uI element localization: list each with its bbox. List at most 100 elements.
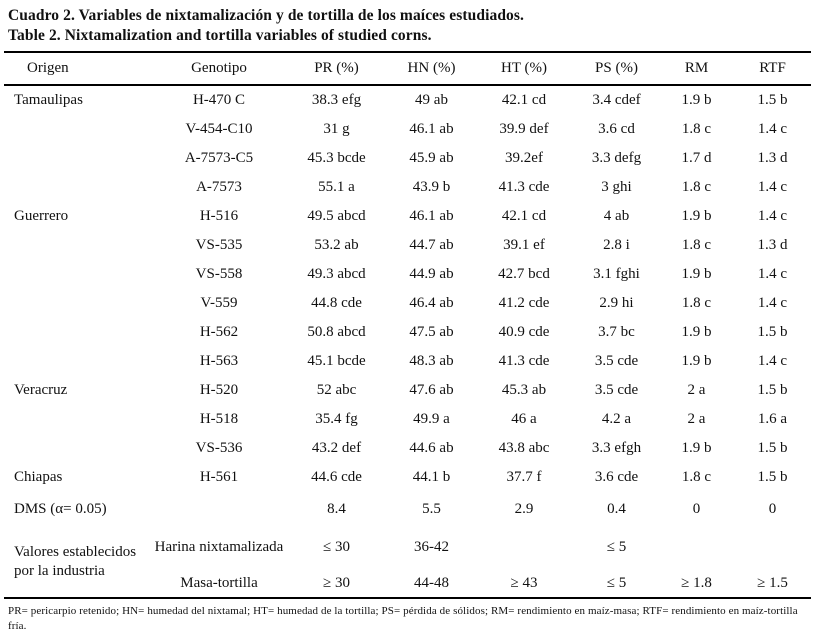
pr-cell: 49.5 abcd (307, 208, 366, 224)
ps-cell: 3.3 efgh (591, 440, 642, 456)
header-row: Origen Genotipo PR (%) HN (%) HT (%) PS … (4, 52, 811, 85)
origin-cell (4, 260, 154, 289)
table-row: H-562 50.8 abcd 47.5 ab 40.9 cde 3.7 bc … (4, 318, 811, 347)
header-hn: HN (%) (407, 60, 456, 76)
hn-cell: 36-42 (414, 539, 449, 555)
table-row: H-563 45.1 bcde 48.3 ab 41.3 cde 3.5 cde… (4, 347, 811, 376)
genotype-cell (154, 492, 284, 526)
ht-cell: 39.1 ef (503, 237, 545, 253)
hn-cell: 44.7 ab (409, 237, 454, 253)
table-footnote: PR= pericarpio retenido; HN= humedad del… (8, 605, 798, 632)
pr-cell: ≤ 30 (323, 539, 350, 555)
ps-cell: 3.6 cd (598, 121, 635, 137)
origin-cell (4, 405, 154, 434)
rm-cell: 1.8 c (681, 295, 712, 311)
table-row: Chiapas H-561 44.6 cde 44.1 b 37.7 f 3.6… (4, 463, 811, 492)
header-rtf: RTF (759, 60, 786, 76)
rm-cell: 1.9 b (681, 208, 712, 224)
ps-cell: 4.2 a (601, 411, 632, 427)
table-row: VS-558 49.3 abcd 44.9 ab 42.7 bcd 3.1 fg… (4, 260, 811, 289)
rm-cell: 1.8 c (681, 121, 712, 137)
hn-cell: 44-48 (414, 574, 449, 591)
ht-cell: 41.3 cde (498, 353, 550, 369)
hn-cell: 46.4 ab (409, 295, 454, 311)
pr-cell: 38.3 efg (311, 92, 362, 108)
ps-cell: 3.7 bc (598, 324, 635, 340)
ht-cell: 43.8 abc (498, 440, 550, 456)
rtf-cell: 1.4 c (757, 121, 788, 137)
pr-cell: 44.8 cde (311, 295, 362, 311)
genotype-cell: V-454-C10 (185, 121, 253, 137)
genotype-cell: Masa-tortilla (180, 574, 258, 591)
genotype-cell: A-7573 (196, 179, 242, 195)
rtf-cell: 1.4 c (757, 353, 788, 369)
genotype-cell: VS-535 (195, 237, 243, 253)
data-table: Origen Genotipo PR (%) HN (%) HT (%) PS … (4, 51, 811, 599)
hn-cell: 44.6 ab (409, 440, 454, 456)
genotype-cell: H-562 (199, 324, 239, 340)
table-caption: Cuadro 2. Variables de nixtamalización y… (8, 6, 810, 46)
dms-row: DMS (α= 0.05) 8.4 5.5 2.9 0.4 0 0 (4, 492, 811, 526)
rm-cell: 1.9 b (681, 324, 712, 340)
genotype-cell: H-520 (199, 382, 239, 398)
hn-cell: 44.9 ab (409, 266, 454, 282)
table-row: Veracruz H-520 52 abc 47.6 ab 45.3 ab 3.… (4, 376, 811, 405)
ps-cell: 2.9 hi (599, 295, 634, 311)
hn-cell: 46.1 ab (409, 208, 454, 224)
industry-label: Valores establecidos por la industria (14, 543, 137, 579)
rm-cell: 1.8 c (681, 237, 712, 253)
industry-row-masa: Masa-tortilla ≥ 30 44-48 ≥ 43 ≤ 5 ≥ 1.8 … (4, 569, 811, 598)
rm-cell: 1.9 b (681, 353, 712, 369)
header-origen: Origen (27, 60, 69, 76)
hn-cell: 49 ab (415, 92, 448, 108)
dms-label: DMS (α= 0.05) (14, 500, 107, 517)
genotype-cell: H-518 (199, 411, 239, 427)
ht-cell: 46 a (511, 411, 537, 427)
ps-cell: 2.8 i (603, 237, 630, 253)
rtf-cell: 1.5 b (757, 382, 788, 398)
header-genotipo: Genotipo (191, 60, 247, 76)
rtf-cell: ≥ 1.5 (757, 574, 788, 591)
ht-cell (474, 526, 574, 569)
rtf-cell: 0 (768, 500, 777, 517)
ht-cell: 2.9 (514, 500, 534, 517)
pr-cell: 44.6 cde (311, 469, 362, 485)
table-row: Tamaulipas H-470 C 38.3 efg 49 ab 42.1 c… (4, 85, 811, 115)
ht-cell: 42.7 bcd (498, 266, 550, 282)
rtf-cell: 1.4 c (757, 208, 788, 224)
table-row: V-454-C10 31 g 46.1 ab 39.9 def 3.6 cd 1… (4, 115, 811, 144)
genotype-cell: VS-536 (195, 440, 243, 456)
ht-cell: ≥ 43 (510, 574, 538, 591)
rtf-cell: 1.6 a (757, 411, 788, 427)
origin-cell (4, 115, 154, 144)
table-row: Guerrero H-516 49.5 abcd 46.1 ab 42.1 cd… (4, 202, 811, 231)
genotype-cell: H-470 C (192, 92, 246, 108)
hn-cell: 48.3 ab (409, 353, 454, 369)
hn-cell: 45.9 ab (409, 150, 454, 166)
ht-cell: 45.3 ab (501, 382, 547, 398)
ps-cell: 3.1 fghi (593, 266, 640, 282)
ps-cell: ≤ 5 (606, 574, 627, 591)
pr-cell: 31 g (323, 121, 350, 137)
rtf-cell: 1.5 b (757, 92, 788, 108)
ht-cell: 39.2ef (505, 150, 543, 166)
pr-cell: 55.1 a (318, 179, 355, 195)
table-summary: DMS (α= 0.05) 8.4 5.5 2.9 0.4 0 0 Valore… (4, 492, 811, 598)
header-pr: PR (%) (314, 60, 359, 76)
pr-cell: 53.2 ab (314, 237, 359, 253)
table-row: V-559 44.8 cde 46.4 ab 41.2 cde 2.9 hi 1… (4, 289, 811, 318)
origin-cell: Veracruz (14, 382, 68, 399)
rtf-cell: 1.4 c (757, 295, 788, 311)
table-row: VS-535 53.2 ab 44.7 ab 39.1 ef 2.8 i 1.8… (4, 231, 811, 260)
ps-cell: 4 ab (603, 208, 630, 224)
ht-cell: 40.9 cde (498, 324, 550, 340)
header-ht: HT (%) (501, 60, 547, 76)
industry-row-harina: Valores establecidos por la industria Ha… (4, 526, 811, 579)
origin-cell (4, 347, 154, 376)
ht-cell: 41.3 cde (498, 179, 550, 195)
origin-cell (4, 434, 154, 463)
genotype-cell: A-7573-C5 (184, 150, 254, 166)
ps-cell: 0.4 (607, 500, 626, 517)
pr-cell: 50.8 abcd (307, 324, 366, 340)
